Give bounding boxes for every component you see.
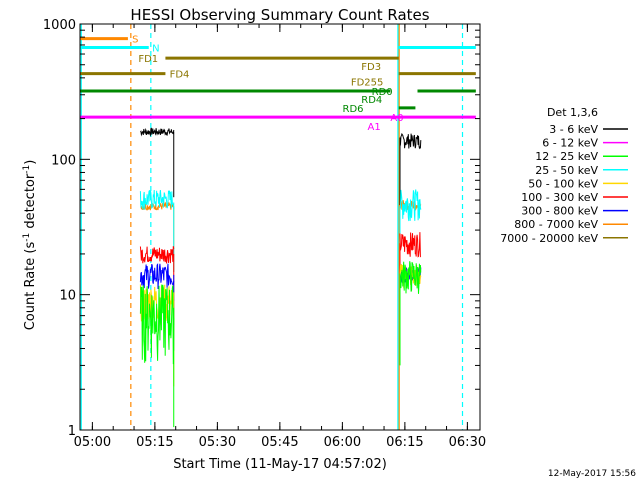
x-tick-label-6: 06:30	[449, 435, 486, 450]
ylabel-mid: detector	[23, 173, 38, 233]
y-axis-label: Count Rate (s-1 detector-1)	[22, 160, 38, 331]
flag-label-FD255: FD255	[351, 78, 384, 89]
flag-label-S: S	[132, 35, 138, 46]
flag-label-FD1: FD1	[138, 54, 158, 65]
series-300-800keV-seg1	[139, 263, 175, 290]
ylabel-sup2: -1	[22, 165, 32, 174]
count-rate-series	[139, 127, 422, 428]
flag-label-RD6: RD6	[343, 104, 364, 115]
y-tick-label-0: 1	[68, 424, 76, 439]
series-12-25keV-seg2	[399, 261, 422, 294]
legend-entry-1: 6 - 12 keV	[542, 137, 598, 150]
y-tick-label-2: 100	[51, 153, 76, 168]
footer-timestamp: 12-May-2017 15:56	[548, 469, 636, 479]
x-tick-label-1: 05:15	[136, 435, 173, 450]
ylabel-end: )	[23, 160, 38, 165]
legend-entry-6: 300 - 800 keV	[521, 205, 598, 218]
x-tick-label-4: 06:00	[324, 435, 361, 450]
y-tick-label-3: 1000	[43, 18, 76, 33]
x-tick-label-5: 06:15	[386, 435, 423, 450]
series-25-50keV-seg1	[139, 189, 175, 210]
y-tick-label-1: 10	[59, 289, 76, 304]
flag-label-FD3: FD3	[361, 62, 381, 73]
flag-label-RD4: RD4	[361, 95, 382, 106]
series-100-300keV-seg2	[399, 232, 422, 258]
series-3-6keV-seg2	[399, 132, 422, 150]
legend-entry-0: 3 - 6 keV	[549, 123, 598, 136]
x-tick-label-0: 05:00	[74, 435, 111, 450]
chart-title: HESSI Observing Summary Count Rates	[130, 6, 429, 24]
series-3-6keV-seg1	[140, 127, 175, 137]
x-tick-label-3: 05:45	[261, 435, 298, 450]
flag-label-FD4: FD4	[170, 70, 190, 81]
flag-label-RD0: RD0	[372, 87, 393, 98]
legend-entry-2: 12 - 25 keV	[535, 150, 598, 163]
legend-entry-8: 7000 - 20000 keV	[500, 232, 598, 245]
flag-label-A1: A1	[368, 122, 381, 133]
axes: 05:00 05:15 05:30 05:45 06:00 06:15 06:30 1 10 10…	[43, 18, 486, 450]
flag-label-A0: A0	[390, 113, 403, 124]
ylabel-sup1: -1	[22, 233, 32, 242]
legend-entry-4: 50 - 100 keV	[528, 177, 598, 190]
x-tick-label-2: 05:30	[199, 435, 236, 450]
legend-entry-5: 100 - 300 keV	[521, 191, 598, 204]
series-12-25keV-seg1	[139, 284, 175, 365]
svg-text:Count Rate (s-1 detector-1): Count Rate (s-1 detector-1)	[22, 160, 38, 331]
x-axis-label: Start Time (11-May-17 04:57:02)	[173, 457, 387, 472]
plot-frame	[79, 23, 481, 431]
ylabel-main: Count Rate (s	[23, 242, 38, 331]
legend-entry-3: 25 - 50 keV	[535, 164, 598, 177]
time-markers	[80, 24, 464, 430]
flag-label-N: N	[152, 44, 159, 55]
legend-title: Det 1,3,6	[547, 106, 598, 119]
legend-entry-7: 800 - 7000 keV	[514, 218, 598, 231]
series-100-300keV-seg1	[139, 246, 175, 264]
series-25-50keV-seg2	[399, 189, 422, 222]
